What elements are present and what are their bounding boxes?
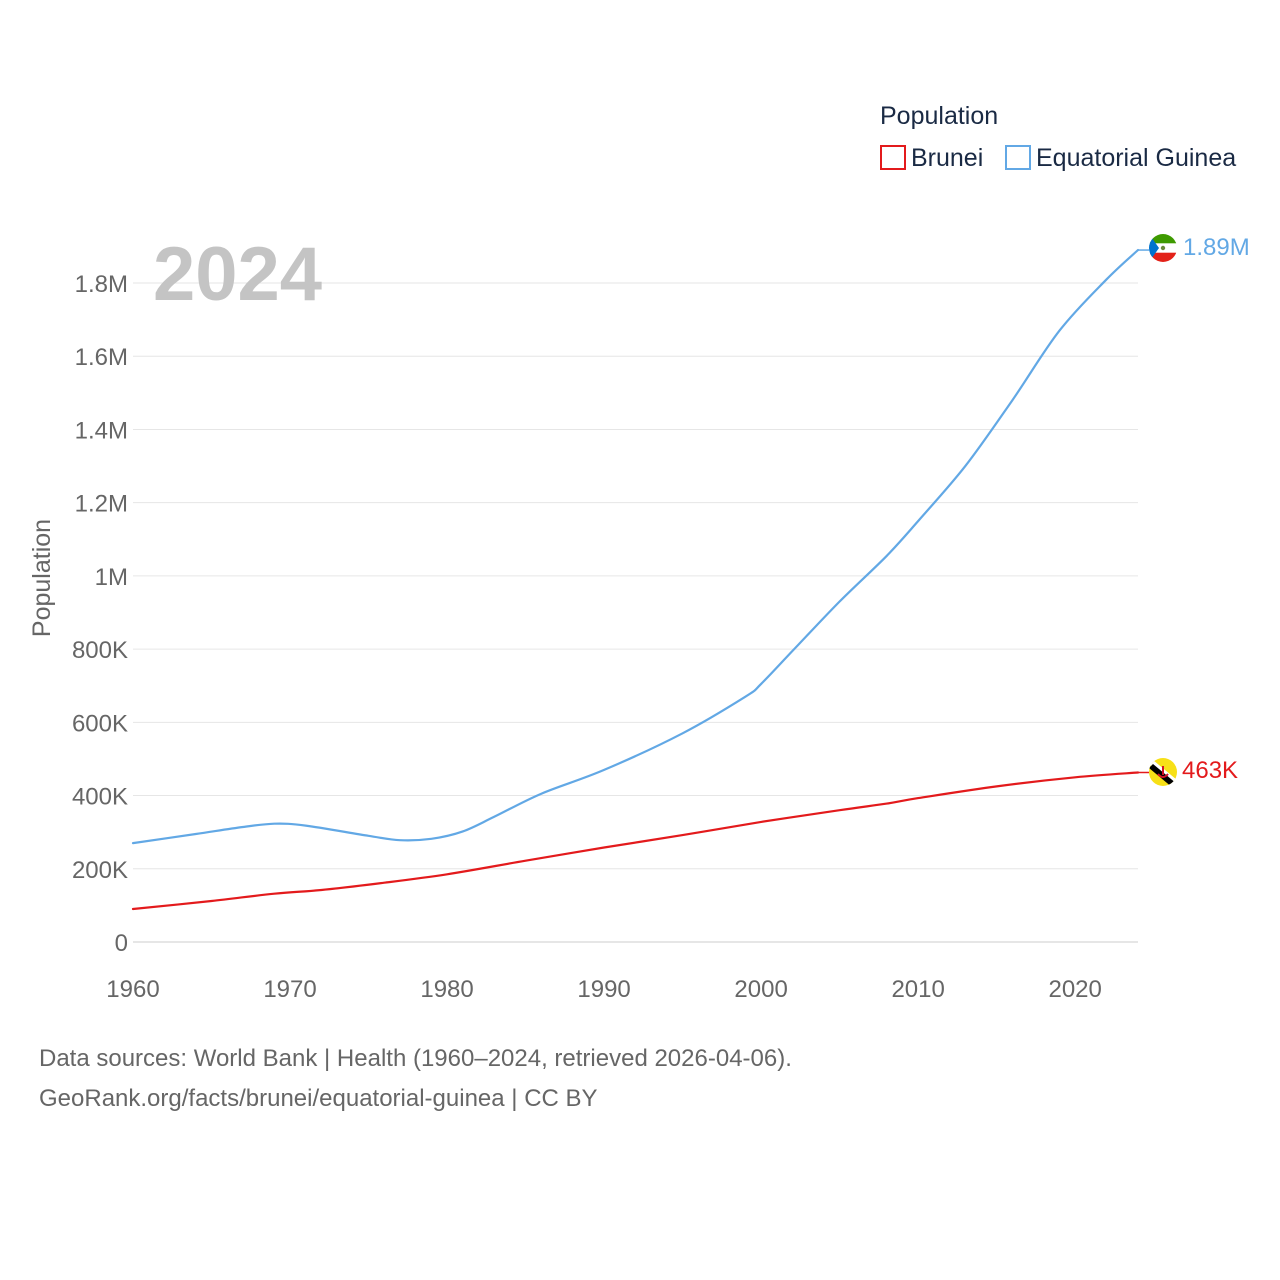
series-line-equatorial-guinea (131, 248, 1140, 845)
y-tick-label: 1.2M (75, 491, 128, 518)
legend-swatch-equatorial-guinea (1005, 145, 1031, 170)
legend-label-brunei: Brunei (911, 144, 983, 172)
y-tick-label: 1.8M (75, 271, 128, 298)
gridlines (133, 282, 1138, 943)
y-tick-label: 0 (115, 930, 128, 957)
y-tick-label: 1M (95, 564, 128, 591)
y-tick-label: 400K (72, 784, 128, 811)
attribution-link[interactable]: GeoRank.org/facts/brunei/equatorial-guin… (39, 1085, 598, 1112)
x-tick-label: 1980 (420, 976, 473, 1003)
year-label: 2024 (153, 232, 322, 317)
end-label-equatorial-guinea: 1.89M (1183, 234, 1250, 261)
x-tick-label: 1990 (577, 976, 630, 1003)
legend-label-equatorial-guinea: Equatorial Guinea (1036, 144, 1236, 172)
x-tick-label: 2000 (734, 976, 787, 1003)
y-axis-ticks: 0 200K 400K 600K 800K 1M 1.2M 1.4M 1.6M 1.8M (72, 271, 128, 957)
x-tick-label: 1970 (263, 976, 316, 1003)
legend-item-equatorial-guinea[interactable]: Equatorial Guinea (1005, 144, 1236, 172)
x-axis-ticks: 1960 1970 1980 1990 2000 2010 2020 (106, 976, 1102, 1003)
y-tick-label: 800K (72, 637, 128, 664)
brunei-flag-icon (1149, 758, 1177, 786)
x-tick-label: 2010 (891, 976, 944, 1003)
legend: Population Brunei Equatorial Guinea (880, 102, 1236, 172)
legend-item-brunei[interactable]: Brunei (880, 144, 983, 172)
y-tick-label: 600K (72, 710, 128, 737)
legend-swatch-brunei (880, 145, 906, 170)
series-line-brunei (131, 771, 1140, 911)
legend-title: Population (880, 102, 998, 130)
y-tick-label: 1.4M (75, 417, 128, 444)
x-tick-label: 1960 (106, 976, 159, 1003)
y-tick-label: 200K (72, 857, 128, 884)
y-tick-label: 1.6M (75, 344, 128, 371)
data-sources-note: Data sources: World Bank | Health (1960–… (39, 1045, 792, 1072)
y-axis-label: Population (28, 519, 56, 637)
equatorial-guinea-flag-icon (1149, 234, 1177, 262)
end-label-brunei: 463K (1182, 757, 1238, 784)
x-tick-label: 2020 (1048, 976, 1101, 1003)
series-lines (131, 248, 1149, 911)
